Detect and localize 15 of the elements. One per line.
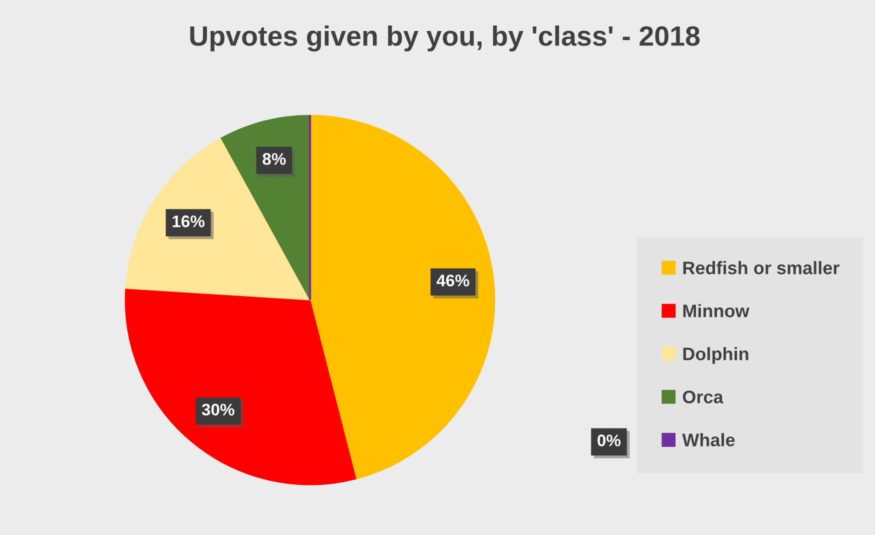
pie-slice <box>310 114 496 480</box>
legend-label: Dolphin <box>683 347 748 364</box>
legend-label: Orca <box>682 390 724 404</box>
data-label: 16% <box>172 215 205 228</box>
pie-slice <box>220 114 310 300</box>
pie-slice <box>125 138 310 300</box>
data-label: 46% <box>436 274 470 286</box>
pie-slice <box>124 288 356 486</box>
text: 0% <box>598 434 621 446</box>
chart-title: Upvotes given by you, by 'class' - 2018 <box>190 26 700 52</box>
data-label: 8% <box>262 153 286 165</box>
legend-label: Whale <box>682 433 735 446</box>
legend-label: Redfish or smaller <box>683 261 840 274</box>
data-label: 30% <box>202 404 234 416</box>
legend-label: Minnow <box>683 304 750 318</box>
